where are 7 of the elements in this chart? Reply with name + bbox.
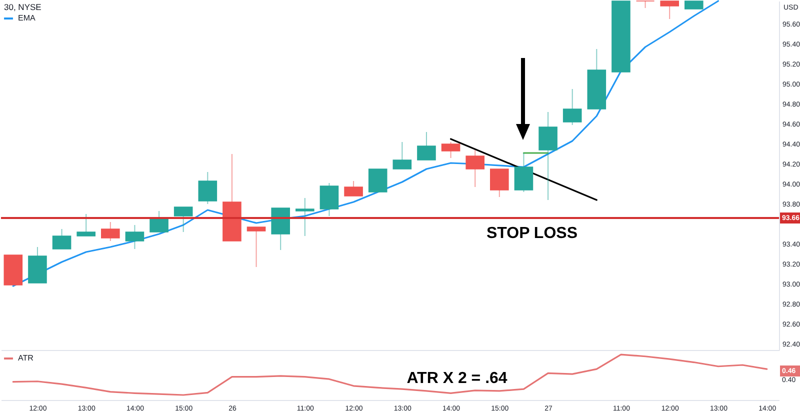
annotation: ATR X 2 = .64	[406, 370, 508, 387]
annotation: STOP LOSS	[486, 225, 578, 242]
chart-title: 30, NYSE	[4, 2, 42, 12]
legend-label: ATR	[18, 354, 34, 362]
candlestick	[636, 0, 655, 8]
legend-label: EMA	[18, 14, 36, 22]
candlestick	[368, 168, 388, 192]
